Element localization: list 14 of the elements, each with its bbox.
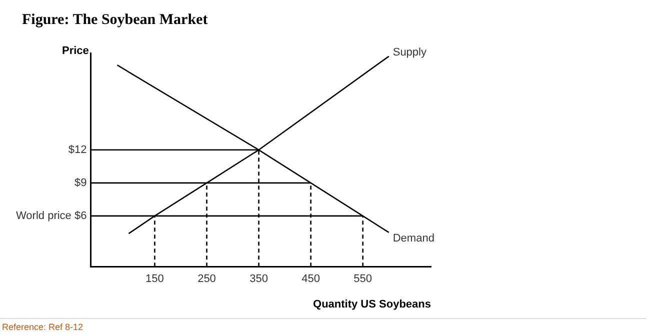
x-tick-label: 550	[354, 273, 372, 286]
y-tick-label: $12	[68, 144, 87, 156]
series-label: Demand	[392, 232, 434, 244]
chart-title: Figure: The Soybean Market	[22, 12, 208, 29]
x-tick-label: 450	[302, 273, 320, 286]
y-axis-title: Price	[62, 45, 89, 57]
x-axis-title: Quantity US Soybeans	[313, 298, 431, 310]
series-label: Supply	[392, 46, 427, 58]
text: Reference: Ref 8-12	[2, 322, 84, 332]
x-tick-label: 350	[250, 273, 268, 286]
x-tick-label: 250	[198, 273, 216, 286]
y-tick-label: World price $6	[16, 210, 87, 222]
x-tick-label: 150	[146, 273, 164, 286]
y-tick-label: $9	[74, 176, 87, 189]
